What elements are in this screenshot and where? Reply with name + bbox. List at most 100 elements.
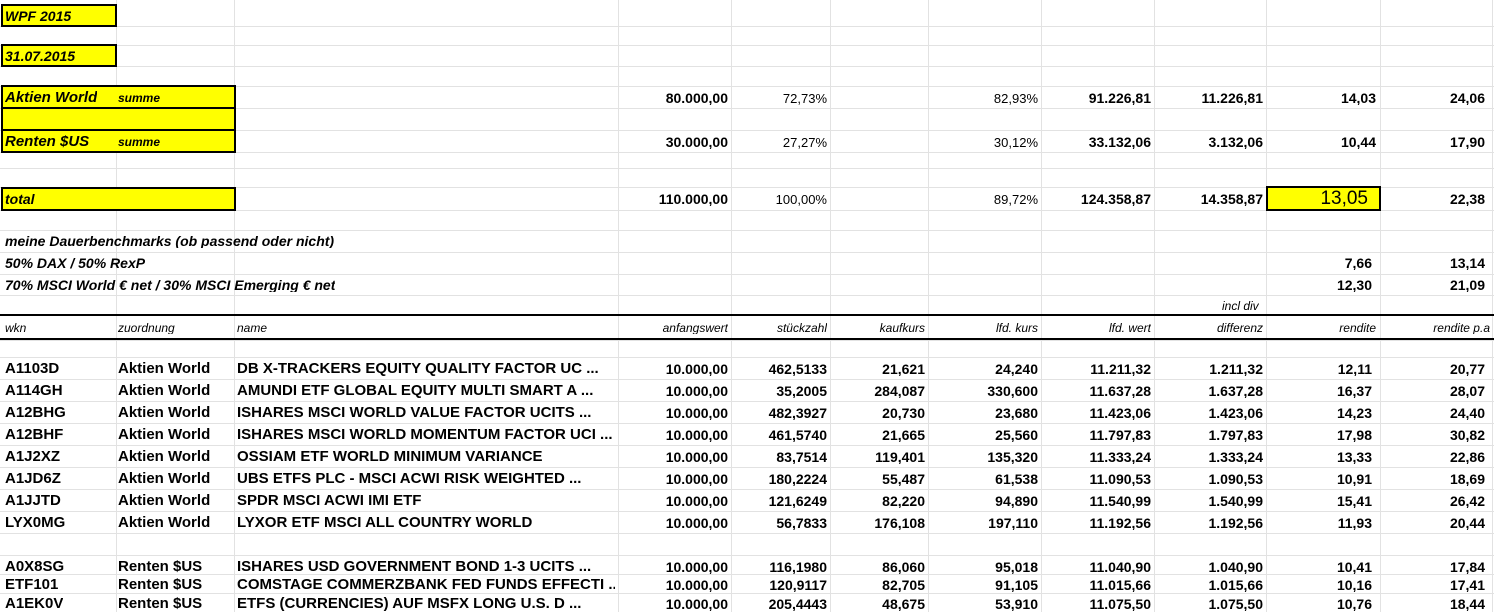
cell-kaufkurs[interactable]: 82,220 (882, 494, 925, 508)
cell-fund-name[interactable]: AMUNDI ETF GLOBAL EQUITY MULTI SMART A .… (237, 383, 594, 398)
total-label[interactable]: total (5, 192, 35, 206)
cell-kaufkurs[interactable]: 21,621 (882, 362, 925, 376)
cell-anfangswert[interactable]: 10.000,00 (665, 578, 728, 592)
cell-lfd-wert[interactable]: 11.040,90 (1089, 560, 1151, 574)
cell-lfd-kurs[interactable]: 25,560 (995, 428, 1038, 442)
cell-lfd-kurs[interactable]: 91,105 (995, 578, 1038, 592)
cell-fund-name[interactable]: ISHARES USD GOVERNMENT BOND 1-3 UCITS ..… (237, 559, 592, 574)
benchmark-2-rendite[interactable]: 12,30 (1336, 278, 1372, 292)
cell-kaufkurs[interactable]: 55,487 (882, 472, 925, 486)
renten-differenz[interactable]: 3.132,06 (1208, 135, 1264, 149)
aktien-anfangswert[interactable]: 80.000,00 (665, 91, 728, 105)
aktien-rendite[interactable]: 14,03 (1340, 91, 1376, 105)
cell-rendite-pa[interactable]: 18,44 (1449, 597, 1485, 611)
header-lfd-wert[interactable]: lfd. wert (1108, 322, 1151, 334)
cell-wkn[interactable]: ETF101 (5, 577, 59, 592)
cell-rendite[interactable]: 13,33 (1336, 450, 1372, 464)
header-anfangswert[interactable]: anfangswert (662, 322, 728, 334)
cell-rendite-pa[interactable]: 26,42 (1449, 494, 1485, 508)
cell-kaufkurs[interactable]: 21,665 (882, 428, 925, 442)
cell-anfangswert[interactable]: 10.000,00 (665, 406, 728, 420)
total-differenz[interactable]: 14.358,87 (1200, 192, 1263, 206)
cell-rendite-pa[interactable]: 24,40 (1449, 406, 1485, 420)
cell-zuordnung[interactable]: Aktien World (118, 427, 211, 442)
benchmark-1-rendite-pa[interactable]: 13,14 (1449, 256, 1485, 270)
cell-kaufkurs[interactable]: 20,730 (882, 406, 925, 420)
cell-differenz[interactable]: 1.015,66 (1208, 578, 1264, 592)
cell-lfd-wert[interactable]: 11.211,32 (1090, 362, 1151, 376)
cell-zuordnung[interactable]: Renten $US (118, 559, 203, 574)
cell-rendite[interactable]: 10,16 (1336, 578, 1372, 592)
cell-stueckzahl[interactable]: 35,2005 (776, 384, 827, 398)
cell-rendite[interactable]: 10,76 (1336, 597, 1372, 611)
cell-kaufkurs[interactable]: 48,675 (882, 597, 925, 611)
cell-fund-name[interactable]: UBS ETFS PLC - MSCI ACWI RISK WEIGHTED .… (237, 471, 582, 486)
cell-stueckzahl[interactable]: 83,7514 (776, 450, 827, 464)
cell-lfd-kurs[interactable]: 135,320 (987, 450, 1038, 464)
cell-rendite[interactable]: 10,41 (1336, 560, 1372, 574)
cell-differenz[interactable]: 1.333,24 (1208, 450, 1264, 464)
cell-rendite[interactable]: 15,41 (1336, 494, 1372, 508)
cell-lfd-wert[interactable]: 11.192,56 (1089, 516, 1151, 530)
cell-fund-name[interactable]: ISHARES MSCI WORLD VALUE FACTOR UCITS ..… (237, 405, 592, 420)
header-lfd-kurs[interactable]: lfd. kurs (995, 322, 1038, 334)
cell-wkn[interactable]: A1EK0V (5, 596, 64, 611)
cell-rendite-pa[interactable]: 22,86 (1449, 450, 1485, 464)
benchmark-2-label[interactable]: 70% MSCI World € net / 30% MSCI Emerging… (5, 278, 336, 292)
header-rendite-pa[interactable]: rendite p.a (1433, 322, 1490, 334)
aktien-summary-sub[interactable]: summe (118, 92, 161, 104)
cell-lfd-kurs[interactable]: 94,890 (995, 494, 1038, 508)
cell-anfangswert[interactable]: 10.000,00 (665, 597, 728, 611)
total-lfd-wert[interactable]: 124.358,87 (1080, 192, 1151, 206)
cell-wkn[interactable]: A0X8SG (5, 559, 65, 574)
cell-lfd-kurs[interactable]: 23,680 (995, 406, 1038, 420)
cell-anfangswert[interactable]: 10.000,00 (665, 472, 728, 486)
renten-pct1[interactable]: 27,27% (782, 136, 827, 149)
cell-lfd-wert[interactable]: 11.075,50 (1089, 597, 1151, 611)
cell-differenz[interactable]: 1.637,28 (1208, 384, 1264, 398)
cell-differenz[interactable]: 1.211,32 (1209, 362, 1263, 376)
cell-zuordnung[interactable]: Aktien World (118, 383, 211, 398)
cell-stueckzahl[interactable]: 56,7833 (776, 516, 827, 530)
cell-fund-name[interactable]: SPDR MSCI ACWI IMI ETF (237, 493, 422, 508)
cell-rendite-pa[interactable]: 17,84 (1449, 560, 1485, 574)
renten-rendite-pa[interactable]: 17,90 (1449, 135, 1485, 149)
cell-fund-name[interactable]: DB X-TRACKERS EQUITY QUALITY FACTOR UC .… (237, 361, 599, 376)
aktien-summary-label[interactable]: Aktien World (5, 90, 98, 105)
renten-summary-label[interactable]: Renten $US (5, 134, 90, 149)
cell-zuordnung[interactable]: Renten $US (118, 596, 203, 611)
cell-zuordnung[interactable]: Renten $US (118, 577, 203, 592)
cell-wkn[interactable]: A114GH (5, 383, 63, 398)
cell-rendite-pa[interactable]: 28,07 (1449, 384, 1485, 398)
incl-div-note[interactable]: incl div (1222, 300, 1259, 312)
cell-lfd-wert[interactable]: 11.637,28 (1089, 384, 1151, 398)
cell-stueckzahl[interactable]: 482,3927 (768, 406, 827, 420)
cell-wkn[interactable]: A12BHG (5, 405, 66, 420)
benchmark-2-rendite-pa[interactable]: 21,09 (1449, 278, 1485, 292)
cell-anfangswert[interactable]: 10.000,00 (665, 362, 728, 376)
cell-zuordnung[interactable]: Aktien World (118, 449, 211, 464)
cell-anfangswert[interactable]: 10.000,00 (665, 384, 728, 398)
cell-differenz[interactable]: 1.423,06 (1208, 406, 1264, 420)
cell-fund-name[interactable]: ISHARES MSCI WORLD MOMENTUM FACTOR UCI .… (237, 427, 613, 442)
cell-differenz[interactable]: 1.192,56 (1208, 516, 1264, 530)
report-date[interactable]: 31.07.2015 (5, 49, 76, 63)
cell-fund-name[interactable]: ETFS (CURRENCIES) AUF MSFX LONG U.S. D .… (237, 596, 582, 611)
cell-rendite-pa[interactable]: 20,77 (1449, 362, 1485, 376)
cell-stueckzahl[interactable]: 116,1980 (769, 560, 827, 574)
cell-lfd-kurs[interactable]: 95,018 (995, 560, 1038, 574)
cell-stueckzahl[interactable]: 120,9117 (769, 578, 827, 592)
cell-kaufkurs[interactable]: 176,108 (874, 516, 925, 530)
cell-lfd-kurs[interactable]: 24,240 (995, 362, 1038, 376)
cell-kaufkurs[interactable]: 119,401 (875, 450, 925, 464)
cell-stueckzahl[interactable]: 461,5740 (768, 428, 827, 442)
renten-pct2[interactable]: 30,12% (993, 136, 1038, 149)
cell-stueckzahl[interactable]: 180,2224 (768, 472, 827, 486)
benchmarks-heading[interactable]: meine Dauerbenchmarks (ob passend oder n… (5, 234, 335, 248)
cell-rendite[interactable]: 17,98 (1336, 428, 1372, 442)
cell-rendite-pa[interactable]: 17,41 (1449, 578, 1485, 592)
cell-rendite[interactable]: 11,93 (1337, 516, 1372, 530)
workbook-title[interactable]: WPF 2015 (5, 9, 72, 23)
cell-rendite[interactable]: 16,37 (1336, 384, 1372, 398)
cell-anfangswert[interactable]: 10.000,00 (665, 516, 728, 530)
